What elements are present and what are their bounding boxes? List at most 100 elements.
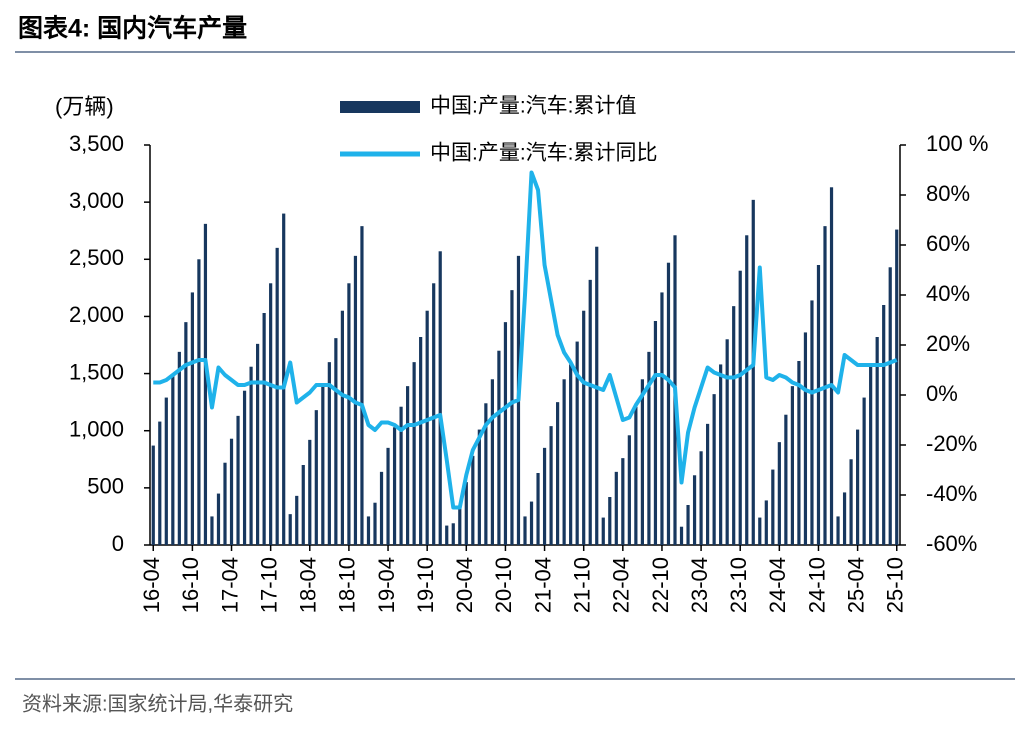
bar	[699, 451, 703, 545]
bar	[503, 322, 508, 545]
x-tick-label: 19-04	[374, 557, 399, 613]
bar	[666, 262, 671, 545]
bar	[836, 516, 840, 545]
bar	[432, 283, 436, 545]
bar	[803, 332, 808, 545]
bar	[751, 199, 755, 545]
x-tick-label: 16-10	[178, 557, 203, 613]
bar	[308, 439, 312, 545]
bar	[732, 306, 736, 545]
bar	[719, 364, 723, 545]
bar	[614, 471, 618, 545]
bar	[151, 445, 155, 545]
x-tick-label: 22-10	[648, 557, 673, 613]
bar	[438, 251, 442, 546]
bar	[171, 375, 175, 545]
bar	[634, 406, 638, 545]
bar	[256, 343, 260, 545]
bar	[569, 364, 573, 545]
y-tick-label: 2,500	[69, 245, 124, 270]
bar	[529, 501, 534, 545]
x-tick-label: 24-10	[804, 557, 829, 613]
bar	[856, 429, 860, 545]
bar	[895, 229, 899, 546]
bar	[366, 516, 371, 545]
bar	[608, 497, 612, 545]
y-tick-label: 1,000	[69, 417, 124, 442]
bar	[556, 402, 560, 545]
bar	[595, 246, 599, 545]
bar	[686, 505, 690, 545]
bar	[327, 362, 331, 545]
bar	[549, 426, 553, 545]
bar	[301, 465, 305, 545]
bar	[445, 525, 449, 545]
bar	[497, 350, 501, 545]
bar	[184, 322, 188, 545]
bar	[223, 462, 227, 545]
bar	[295, 495, 299, 545]
bar	[790, 386, 794, 545]
bar	[777, 442, 781, 545]
bar	[229, 438, 234, 545]
bar	[321, 385, 325, 545]
bar	[158, 421, 162, 545]
bar	[562, 379, 566, 545]
bar	[621, 458, 625, 545]
line	[153, 170, 898, 510]
bar	[334, 338, 338, 545]
bar	[406, 386, 410, 545]
bar	[888, 267, 892, 545]
bar	[588, 279, 592, 545]
y-tick-label: 500	[87, 474, 124, 499]
bar	[282, 213, 286, 546]
x-tick-label: 23-04	[687, 557, 712, 613]
legend-label: 中国:产量:汽车:累计同比	[430, 142, 658, 165]
bar	[164, 397, 168, 545]
bar	[536, 473, 540, 545]
bar	[575, 341, 579, 545]
bar	[392, 427, 397, 545]
bar	[706, 423, 710, 545]
bar	[451, 523, 455, 545]
bar	[484, 403, 488, 545]
bar	[242, 390, 247, 545]
bar	[399, 406, 403, 545]
bar	[269, 283, 273, 545]
bar	[842, 492, 847, 545]
source-note: 资料来源:国家统计局,华泰研究	[22, 692, 293, 715]
bar	[784, 414, 788, 545]
bar	[458, 506, 462, 545]
x-tick-label: 17-04	[217, 557, 242, 613]
x-tick-label: 16-04	[139, 557, 164, 613]
bar	[177, 351, 181, 545]
x-tick-label: 22-04	[609, 557, 634, 613]
legend-label: 中国:产量:汽车:累计值	[430, 95, 637, 118]
y2-tick-label: 40%	[926, 281, 970, 306]
bar	[190, 292, 194, 545]
bar	[725, 339, 729, 545]
x-tick-label: 23-10	[726, 557, 751, 613]
bar	[275, 247, 279, 545]
bar	[249, 366, 253, 545]
x-tick-label: 20-10	[491, 557, 516, 613]
bar	[882, 305, 886, 545]
bar	[373, 502, 377, 545]
x-tick-label: 19-10	[413, 557, 438, 613]
x-tick-label: 20-04	[452, 557, 477, 613]
x-tick-label: 21-10	[570, 557, 595, 613]
y-tick-label: 3,000	[69, 188, 124, 213]
bar	[582, 310, 586, 545]
bar	[197, 259, 201, 545]
bar	[347, 283, 351, 545]
bar	[419, 337, 423, 545]
bar	[764, 500, 768, 545]
bar	[464, 482, 468, 545]
bar	[862, 397, 866, 545]
bar	[660, 292, 664, 545]
bar	[816, 265, 821, 545]
y2-tick-label: 20%	[926, 331, 970, 356]
bar	[758, 517, 762, 545]
y2-tick-label: 0%	[926, 381, 958, 406]
bar	[640, 379, 644, 545]
